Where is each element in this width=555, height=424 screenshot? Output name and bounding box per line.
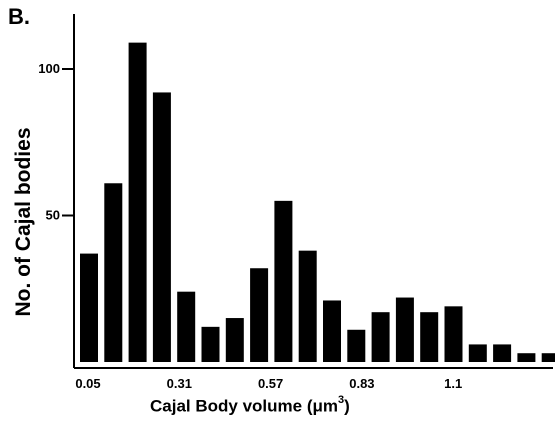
x-axis-label-prefix: Cajal Body volume ( (150, 396, 313, 416)
bar-4 (152, 92, 171, 362)
bar-10 (298, 250, 317, 362)
bar-9 (274, 200, 293, 362)
y-tick-label-100: 100 (38, 61, 60, 76)
ticks-group: 50 100 0.05 0.31 0.57 0.83 1.1 (38, 61, 462, 391)
x-axis-label: Cajal Body volume (μm3) (150, 394, 350, 417)
bar-12 (347, 329, 366, 362)
x-axis-label-unit: μm (312, 396, 339, 416)
bar-15 (420, 312, 439, 362)
bar-6 (201, 326, 220, 362)
x-tick-label-4: 0.83 (349, 376, 374, 391)
x-tick-label-2: 0.31 (167, 376, 192, 391)
x-tick-label-3: 0.57 (258, 376, 283, 391)
bar-1 (80, 253, 98, 362)
bar-17 (468, 344, 487, 362)
x-tick-label-5: 1.1 (444, 376, 462, 391)
bar-13 (371, 312, 390, 362)
bar-18 (493, 344, 512, 362)
axes (73, 14, 553, 369)
panel-label: B. (8, 4, 30, 29)
bar-7 (225, 318, 244, 362)
bar-14 (395, 297, 414, 362)
bar-20 (541, 353, 555, 362)
bar-2 (104, 183, 123, 362)
bar-16 (444, 306, 463, 362)
bar-5 (177, 291, 196, 362)
x-tick-label-1: 0.05 (75, 376, 100, 391)
y-tick-label-50: 50 (46, 208, 60, 223)
bar-19 (517, 353, 536, 362)
x-axis-label-exponent: 3 (338, 394, 345, 406)
bar-3 (128, 42, 147, 362)
bar-8 (250, 268, 269, 362)
bar-11 (323, 300, 341, 362)
bars-group (80, 42, 555, 362)
x-axis-label-suffix: ) (344, 396, 350, 416)
